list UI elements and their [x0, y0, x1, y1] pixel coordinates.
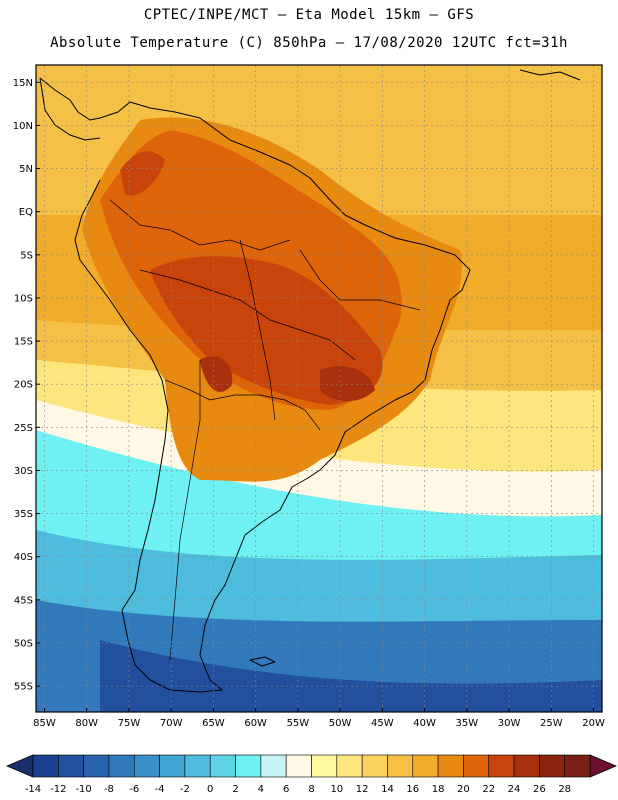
lon-tick-label: 80W [75, 718, 98, 729]
coastlines [39, 69, 581, 693]
falkland-islands [249, 656, 276, 667]
colorbar-swatch [564, 754, 591, 778]
colorbar-label: 24 [508, 784, 521, 795]
lat-tick-label: 15S [14, 337, 33, 348]
colorbar-swatch [539, 754, 565, 778]
lon-tick-label: 70W [160, 718, 183, 729]
lat-tick-label: 20S [14, 380, 33, 391]
field-band-minus12 [100, 640, 602, 712]
lat-tick-label: 10N [13, 121, 33, 132]
colorbar-label: 0 [207, 784, 213, 795]
lat-tick-label: 40S [14, 552, 33, 563]
lon-tick-label: 65W [202, 718, 225, 729]
lon-tick-label: 60W [244, 718, 267, 729]
colorbar-label: 14 [381, 784, 394, 795]
field-andes-north-22 [120, 151, 165, 196]
central-america-coast [39, 77, 101, 141]
colorbar-label: 12 [356, 784, 369, 795]
lat-tick-label: 35S [14, 509, 33, 520]
colorbar-label: -2 [180, 784, 190, 795]
lon-tick-label: 55W [287, 718, 310, 729]
colorbar-swatch [209, 754, 236, 778]
lat-tick-label: EQ [19, 207, 33, 218]
colorbar-label: 20 [457, 784, 470, 795]
colorbar-swatch [285, 754, 312, 778]
colorbar-swatch [235, 754, 262, 778]
colorbar-label: 22 [482, 784, 495, 795]
colorbar-label: -8 [104, 784, 114, 795]
colorbar-low-arrow [5, 754, 34, 778]
colorbar-swatch [32, 754, 59, 778]
lat-tick-label: 5N [19, 164, 33, 175]
lon-tick-label: 40W [413, 718, 436, 729]
lat-tick-label: 5S [20, 250, 33, 261]
lon-tick-label: 75W [118, 718, 141, 729]
chart-title-line2: Absolute Temperature (C) 850hPa – 17/08/… [50, 35, 568, 51]
lat-tick-label: 50S [14, 638, 33, 649]
colorbar-label: 2 [232, 784, 238, 795]
lat-tick-label: 15N [13, 78, 33, 89]
colorbar-label: 8 [308, 784, 314, 795]
colorbar-swatch [311, 754, 338, 778]
colorbar-label: -10 [75, 784, 91, 795]
colorbar-high-arrow [589, 754, 618, 778]
field-continent-22 [150, 256, 383, 405]
colorbar-swatch [412, 754, 439, 778]
colorbar-swatch [437, 754, 464, 778]
border-chile-argentina [169, 360, 201, 661]
colorbar-label: 18 [432, 784, 445, 795]
temperature-field [36, 65, 602, 712]
colorbar-swatch [108, 754, 135, 778]
field-chaco-24 [200, 356, 233, 392]
colorbar-swatch [133, 754, 160, 778]
graticule [36, 65, 602, 712]
colorbar-label: -4 [155, 784, 165, 795]
latitude-labels: 15N 10N 5N EQ 5S 10S 15S 20S 25S 30S 35S 40S 45S 50S 5… [13, 78, 40, 693]
colorbar-swatch [488, 754, 515, 778]
colorbar-label: 6 [283, 784, 289, 795]
lon-tick-label: 85W [33, 718, 56, 729]
colorbar-label: 26 [533, 784, 546, 795]
colorbar-swatch [463, 754, 490, 778]
border-north [109, 199, 291, 251]
colorbar-swatch [184, 754, 211, 778]
lat-tick-label: 55S [14, 682, 33, 693]
colorbar-label: -14 [25, 784, 41, 795]
colorbar: -14 -12 -10 -8 -6 -4 -2 0 2 4 6 8 10 12 14 16 18 20 22 24 26… [5, 754, 618, 795]
colorbar-swatch [336, 754, 363, 778]
field-southeast-24 [320, 366, 375, 402]
border-bolivia-brazil [139, 269, 356, 361]
map-frame [35, 64, 603, 713]
lon-tick-label: 25W [540, 718, 563, 729]
colorbar-label: 10 [330, 784, 343, 795]
colorbar-swatch [260, 754, 287, 778]
colorbar-swatch [159, 754, 186, 778]
lon-tick-label: 50W [329, 718, 352, 729]
border-south [164, 379, 321, 431]
lat-tick-label: 10S [14, 293, 33, 304]
colorbar-label: 16 [406, 784, 419, 795]
longitude-labels: 85W 80W 75W 70W 65W 60W 55W 50W 45W 40W 35W 30W 25W 2… [33, 708, 605, 729]
colorbar-label: -12 [50, 784, 66, 795]
colorbar-swatch [387, 754, 414, 778]
lon-tick-label: 20W [582, 718, 605, 729]
colorbar-label: 28 [558, 784, 571, 795]
lat-tick-label: 25S [14, 423, 33, 434]
colorbar-swatch [58, 754, 84, 778]
colorbar-label: 4 [258, 784, 264, 795]
south-america-coast [39, 77, 471, 693]
colorbar-label: -6 [129, 784, 139, 795]
colorbar-swatch [83, 754, 110, 778]
caribbean-islands [519, 69, 581, 81]
lon-tick-label: 35W [456, 718, 479, 729]
lon-tick-label: 30W [498, 718, 521, 729]
border-internal-1 [239, 239, 276, 421]
lon-tick-label: 45W [371, 718, 394, 729]
colorbar-swatch [513, 754, 540, 778]
lat-tick-label: 30S [14, 466, 33, 477]
chart-title-line1: CPTEC/INPE/MCT – Eta Model 15km – GFS [143, 7, 475, 23]
colorbar-swatch [361, 754, 388, 778]
lat-tick-label: 45S [14, 595, 33, 606]
